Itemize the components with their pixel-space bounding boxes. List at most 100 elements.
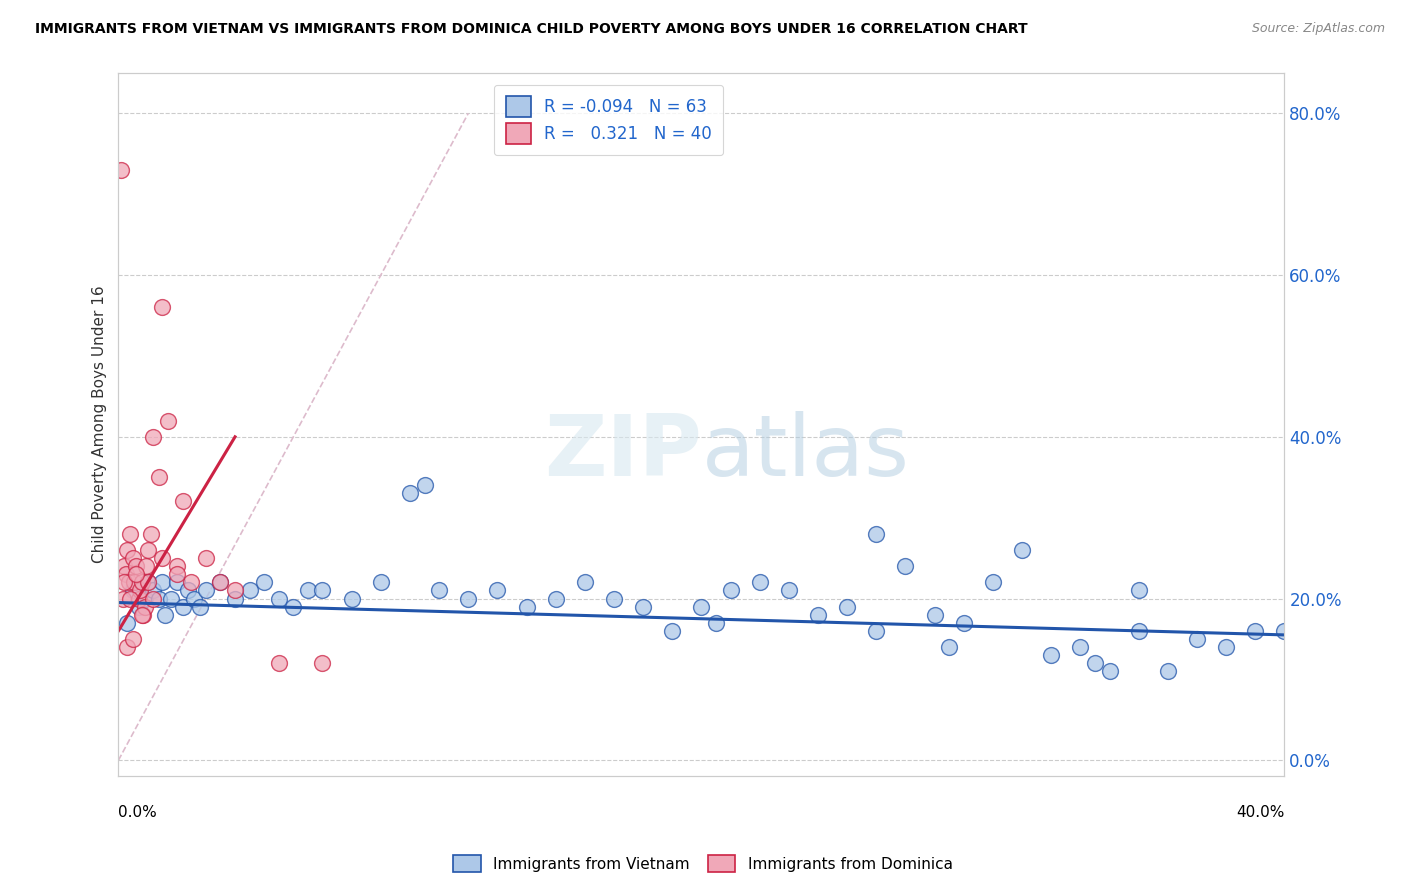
Point (1040, 648, 1063, 662)
Point (209, 575, 232, 590)
Point (1244, 624, 1267, 638)
Text: atlas: atlas (702, 411, 910, 494)
Point (150, 301, 173, 315)
Point (370, 575, 392, 590)
Point (172, 494, 194, 508)
Point (1128, 583, 1150, 598)
Point (136, 575, 159, 590)
Point (194, 551, 217, 566)
Legend: Immigrants from Vietnam, Immigrants from Dominica: Immigrants from Vietnam, Immigrants from… (446, 847, 960, 880)
Point (311, 656, 333, 670)
Point (209, 575, 232, 590)
Point (129, 583, 152, 598)
Point (135, 559, 157, 574)
Point (311, 583, 333, 598)
Point (661, 624, 683, 638)
Point (1098, 665, 1121, 679)
Point (486, 583, 509, 598)
Point (748, 575, 770, 590)
Point (128, 599, 150, 614)
Point (128, 591, 150, 606)
Point (112, 575, 135, 590)
Point (177, 583, 200, 598)
Point (148, 470, 170, 484)
Point (1069, 640, 1091, 654)
Point (131, 575, 153, 590)
Point (172, 599, 194, 614)
Point (1011, 543, 1033, 558)
Text: 40.0%: 40.0% (1236, 805, 1285, 820)
Point (148, 591, 170, 606)
Point (267, 591, 290, 606)
Point (253, 575, 276, 590)
Text: IMMIGRANTS FROM VIETNAM VS IMMIGRANTS FROM DOMINICA CHILD POVERTY AMONG BOYS UND: IMMIGRANTS FROM VIETNAM VS IMMIGRANTS FR… (35, 22, 1028, 37)
Point (952, 615, 974, 630)
Point (457, 591, 479, 606)
Point (1084, 656, 1107, 670)
Point (938, 640, 960, 654)
Point (166, 567, 188, 582)
Text: ZIP: ZIP (544, 411, 702, 494)
Point (136, 543, 159, 558)
Point (981, 575, 1004, 590)
Point (837, 599, 859, 614)
Point (515, 599, 537, 614)
Point (142, 430, 165, 444)
Point (778, 583, 800, 598)
Point (894, 559, 917, 574)
Point (283, 599, 305, 614)
Text: Source: ZipAtlas.com: Source: ZipAtlas.com (1251, 22, 1385, 36)
Point (1185, 632, 1208, 646)
Point (166, 575, 188, 590)
Point (267, 656, 290, 670)
Point (142, 583, 165, 598)
Point (224, 591, 246, 606)
Point (125, 559, 148, 574)
Point (134, 591, 156, 606)
Point (704, 615, 727, 630)
Point (111, 591, 134, 606)
Point (188, 599, 211, 614)
Point (194, 583, 217, 598)
Point (134, 599, 156, 614)
Point (239, 583, 262, 598)
Point (183, 591, 205, 606)
Point (132, 607, 155, 622)
Point (114, 567, 136, 582)
Point (122, 632, 145, 646)
Point (153, 607, 176, 622)
Point (865, 624, 887, 638)
Point (124, 575, 146, 590)
Point (120, 526, 142, 541)
Point (1157, 665, 1180, 679)
Point (180, 575, 202, 590)
Text: 0.0%: 0.0% (118, 805, 157, 820)
Point (1128, 624, 1150, 638)
Point (603, 591, 626, 606)
Point (110, 163, 132, 178)
Point (166, 559, 188, 574)
Point (427, 583, 450, 598)
Point (139, 526, 162, 541)
Point (631, 599, 654, 614)
Point (131, 607, 153, 622)
Point (122, 551, 145, 566)
Point (117, 575, 139, 590)
Point (156, 414, 179, 428)
Point (150, 575, 173, 590)
Point (142, 591, 165, 606)
Y-axis label: Child Poverty Among Boys Under 16: Child Poverty Among Boys Under 16 (93, 285, 107, 564)
Point (122, 583, 145, 598)
Legend: R = -0.094   N = 63, R =   0.321   N = 40: R = -0.094 N = 63, R = 0.321 N = 40 (494, 85, 724, 155)
Point (1215, 640, 1237, 654)
Point (399, 486, 422, 500)
Point (136, 575, 159, 590)
Point (115, 615, 138, 630)
Point (160, 591, 183, 606)
Point (150, 551, 173, 566)
Point (1274, 624, 1296, 638)
Point (807, 607, 830, 622)
Point (413, 478, 436, 492)
Point (120, 591, 142, 606)
Point (125, 567, 148, 582)
